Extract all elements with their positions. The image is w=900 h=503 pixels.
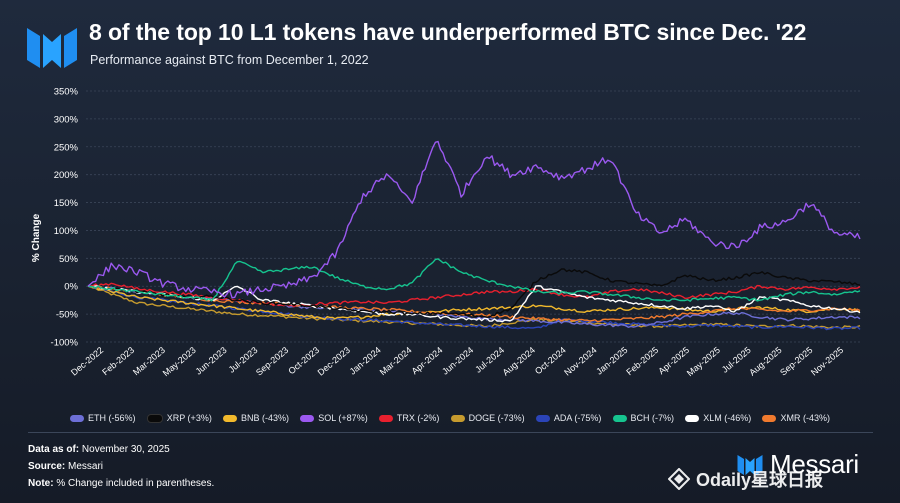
y-axis: 350% 300% 250% 200% 150% 100% 50% 0% -50% -100% (51, 87, 79, 349)
x-tick-label: Mar-2024 (378, 345, 414, 377)
legend-swatch (378, 414, 393, 422)
legend-swatch (685, 414, 700, 422)
x-tick-label: May-2023 (161, 345, 198, 378)
data-as-of-value: November 30, 2025 (81, 444, 170, 455)
source-line: Source: Messari (28, 458, 214, 475)
series-line-xlm (87, 285, 861, 323)
note-line: Note: % Change included in parentheses. (28, 475, 214, 492)
x-tick-label: Feb-2025 (624, 345, 660, 377)
odaily-watermark: Odaily星球日报 (668, 466, 823, 492)
legend-label: ETH (-56%) (88, 413, 136, 423)
y-axis-label: % Change (31, 213, 42, 262)
series-line-xrp (87, 268, 861, 318)
legend-item-doge: DOGE (-73%) (450, 413, 525, 423)
y-tick-label: 300% (54, 114, 79, 125)
y-tick-label: -100% (51, 338, 79, 349)
chart-title: 8 of the top 10 L1 tokens have underperf… (89, 19, 807, 45)
legend-label: BCH (-7%) (630, 413, 675, 423)
legend-item-bnb: BNB (-43%) (223, 413, 289, 423)
note-label: Note: (28, 478, 54, 489)
legend-label: XMR (-43%) (780, 413, 830, 423)
footer-divider (28, 432, 873, 433)
series-line-bch (87, 258, 861, 302)
data-as-of-line: Data as of: November 30, 2025 (28, 441, 214, 458)
chart-legend: ETH (-56%) XRP (+3%) BNB (-43%) SOL (+87%) T… (70, 409, 830, 427)
y-tick-label: 100% (54, 226, 79, 237)
line-chart: 350% 300% 250% 200% 150% 100% 50% 0% -50% -100% D… (31, 87, 862, 378)
series-lines (87, 140, 861, 331)
legend-label: DOGE (-73%) (468, 413, 525, 423)
legend-label: BNB (-43%) (241, 413, 290, 423)
x-axis: Dec-2022Feb-2023Mar-2023May-2023Jun-2023… (69, 345, 845, 378)
legend-item-sol: SOL (+87%) (300, 413, 368, 423)
y-tick-label: 0% (64, 282, 78, 293)
brand-name: Messari (770, 448, 859, 479)
brand-logo-icon (737, 455, 763, 475)
x-tick-label: Sep-2023 (254, 345, 290, 378)
note-value: % Change included in parentheses. (56, 478, 215, 489)
x-tick-label: Aug-2025 (747, 345, 783, 378)
x-tick-label: Jun-2024 (440, 345, 475, 377)
legend-item-ada: ADA (-75%) (535, 413, 602, 423)
x-tick-label: Apr-2024 (410, 345, 445, 376)
x-tick-label: Jan-2024 (348, 345, 383, 377)
legend-label: TRX (-2%) (396, 413, 440, 423)
legend-swatch (70, 414, 84, 422)
legend-swatch (450, 414, 465, 422)
legend-label: SOL (+87%) (318, 413, 368, 423)
chart-header: 8 of the top 10 L1 tokens have underperf… (0, 0, 900, 80)
y-tick-label: 350% (54, 87, 79, 98)
legend-swatch (146, 413, 163, 423)
y-tick-label: 50% (59, 254, 79, 265)
x-tick-label: Feb-2023 (100, 345, 136, 377)
footnotes: Data as of: November 30, 2025 Source: Me… (28, 441, 214, 492)
legend-item-xmr: XMR (-43%) (762, 413, 830, 423)
data-as-of-label: Data as of: (28, 444, 80, 455)
y-tick-label: 150% (54, 198, 79, 209)
x-tick-label: Jan-2025 (594, 345, 629, 377)
messari-brand: Messari (736, 449, 859, 479)
legend-item-bch: BCH (-7%) (612, 413, 675, 423)
x-tick-label: Nov-2024 (562, 345, 598, 378)
x-tick-label: Nov-2025 (809, 345, 845, 378)
legend-label: ADA (-75%) (553, 413, 602, 423)
legend-swatch (300, 414, 315, 422)
legend-label: XRP (+3%) (166, 413, 212, 423)
legend-label: XLM (-46%) (703, 413, 752, 423)
legend-item-trx: TRX (-2%) (378, 413, 440, 423)
watermark-diamond-icon (668, 468, 690, 490)
legend-item-xlm: XLM (-46%) (685, 413, 751, 423)
y-tick-label: -50% (56, 310, 79, 321)
legend-swatch (535, 414, 550, 422)
chart-subtitle: Performance against BTC from December 1,… (90, 53, 369, 67)
x-tick-label: Sep-2025 (778, 345, 814, 378)
x-tick-label: Dec-2023 (316, 345, 352, 378)
messari-logo-icon (27, 28, 77, 68)
legend-item-xrp: XRP (+3%) (146, 413, 212, 423)
series-line-ada (87, 285, 861, 331)
series-line-sol (87, 140, 861, 299)
legend-item-eth: ETH (-56%) (70, 413, 136, 423)
y-tick-label: 250% (54, 142, 79, 153)
x-tick-label: Jun-2023 (193, 345, 228, 377)
legend-swatch (762, 414, 777, 422)
legend-swatch (612, 414, 627, 422)
source-label: Source: (28, 461, 66, 472)
watermark-text: Odaily星球日报 (696, 470, 824, 490)
source-value: Messari (68, 461, 104, 472)
y-tick-label: 200% (54, 170, 79, 181)
x-tick-label: Dec-2022 (69, 345, 105, 378)
legend-swatch (223, 414, 238, 422)
x-tick-label: Aug-2024 (501, 345, 537, 378)
x-tick-label: May-2025 (685, 345, 722, 378)
